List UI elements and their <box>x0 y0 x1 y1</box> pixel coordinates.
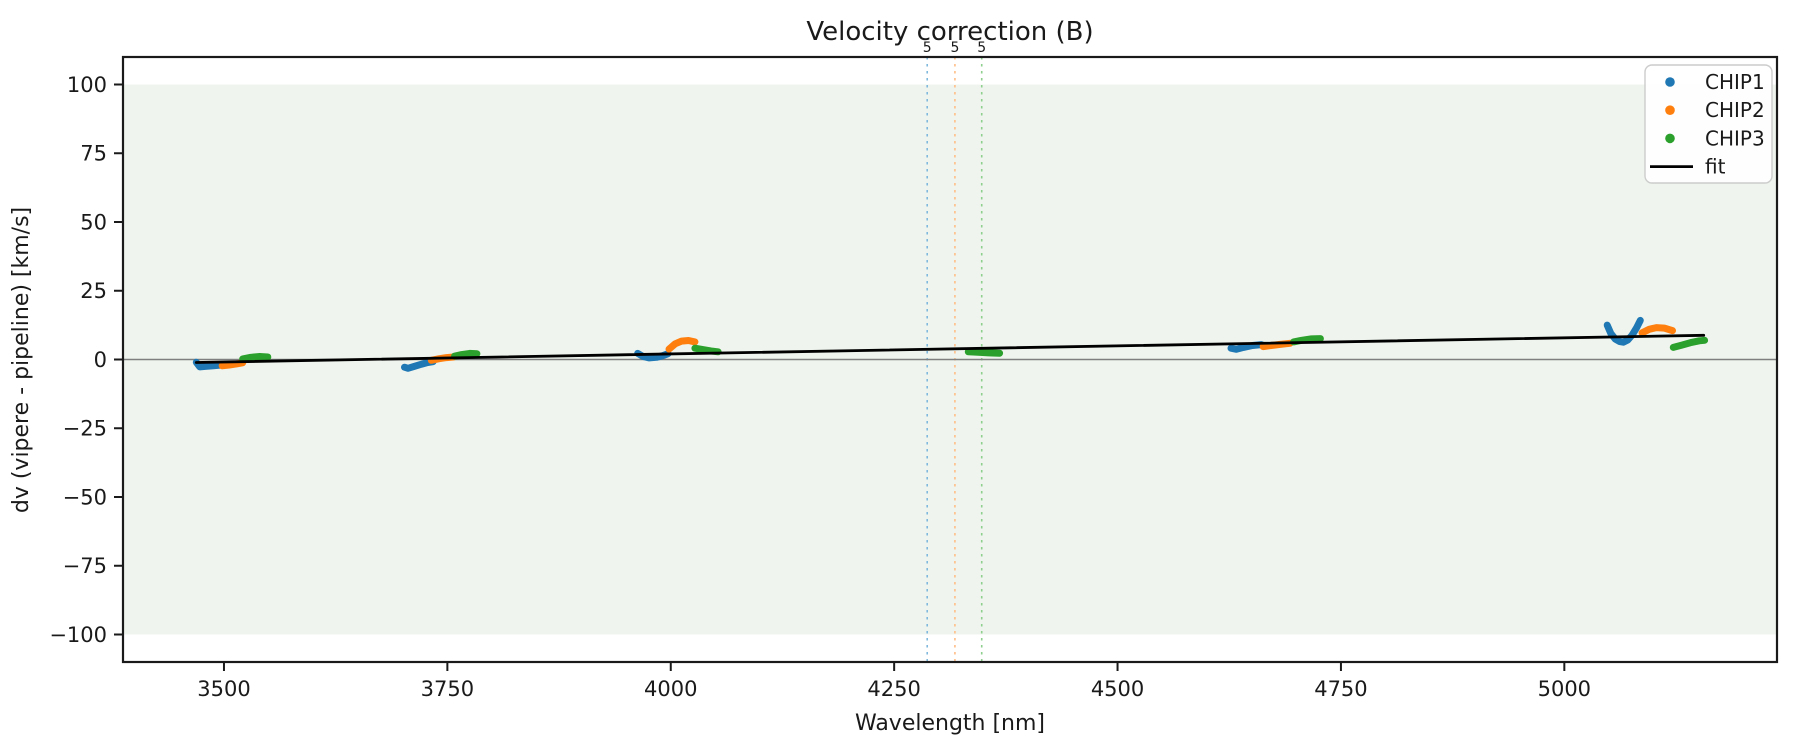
legend-entry-chip3: CHIP3 <box>1665 126 1765 150</box>
series-chip3 <box>239 335 1709 363</box>
y-tick-label: −75 <box>63 554 107 578</box>
y-tick-label: 75 <box>80 142 107 166</box>
plot-axes-layer: 5 5 5 3500 3750 4000 4250 4500 4750 5000 100 75 50 25… <box>49 40 1779 701</box>
series-chip3-segment-2 <box>451 349 481 360</box>
series-chip2-segment-5 <box>1638 324 1676 337</box>
legend-entry-fit: fit <box>1650 155 1726 179</box>
series-chip3-segment-3 <box>691 344 722 356</box>
y-tick-label: −100 <box>49 623 107 647</box>
y-tick-label: −25 <box>63 417 107 441</box>
fit-line <box>194 333 1706 364</box>
series-chip3-segment-1 <box>239 353 272 363</box>
series-chip1-segment-4 <box>1227 341 1265 353</box>
legend-entry-chip1: CHIP1 <box>1665 70 1765 94</box>
x-axis-label: Wavelength [nm] <box>855 711 1045 736</box>
chip3-marker-icon <box>1665 133 1675 144</box>
vline-label-2: 5 <box>950 40 959 56</box>
series-chip3-segment-6 <box>1669 336 1709 351</box>
legend-label: CHIP1 <box>1705 70 1765 94</box>
legend-entry-chip2: CHIP2 <box>1665 98 1765 122</box>
x-tick-label: 5000 <box>1538 677 1591 701</box>
y-tick-label: 25 <box>80 279 107 303</box>
legend: CHIP1 CHIP2 CHIP3 fit <box>1644 64 1773 184</box>
chip2-marker-icon <box>1665 105 1675 115</box>
series-chip2-segment-1 <box>218 359 247 370</box>
chip1-marker-icon <box>1665 77 1675 87</box>
chart-title: Velocity correction (B) <box>806 17 1093 47</box>
x-tick-label: 4500 <box>1091 677 1144 701</box>
series-chip2-segment-3 <box>665 337 699 353</box>
y-tick-label: 50 <box>80 210 107 234</box>
series-chip1-segment-1 <box>192 358 225 371</box>
legend-label: CHIP2 <box>1705 98 1765 122</box>
y-tick-label: 0 <box>94 348 107 372</box>
plot-data-layer <box>192 316 1709 372</box>
y-tick-label: −50 <box>63 485 107 509</box>
legend-label: CHIP3 <box>1705 126 1765 150</box>
y-tick-label: 100 <box>67 73 107 97</box>
vline-label-1: 5 <box>923 40 932 56</box>
vline-label-3: 5 <box>977 40 986 56</box>
x-tick-label: 4000 <box>644 677 697 701</box>
x-tick-label: 4250 <box>867 677 920 701</box>
x-tick-label: 3750 <box>421 677 474 701</box>
series-chip1-segment-5 <box>1603 316 1644 346</box>
x-tick-label: 3500 <box>197 677 250 701</box>
series-chip3-segment-4 <box>964 348 1004 357</box>
legend-box <box>1644 64 1773 184</box>
series-chip3-segment-5 <box>1290 335 1324 346</box>
legend-label: fit <box>1705 155 1726 179</box>
y-axis-label: dv (vipere - pipeline) [km/s] <box>9 207 34 513</box>
x-tick-label: 4750 <box>1314 677 1367 701</box>
